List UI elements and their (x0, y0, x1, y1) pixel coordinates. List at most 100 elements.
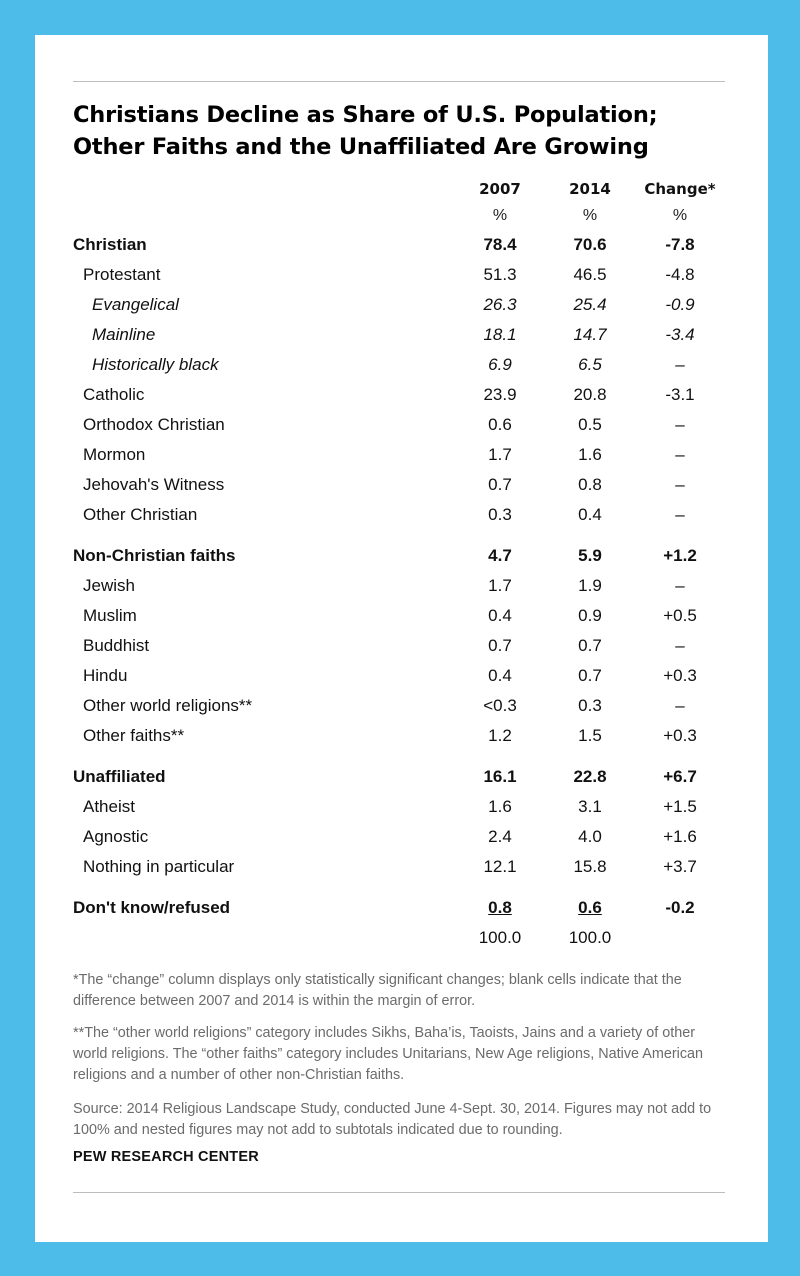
source-note: Source: 2014 Religious Landscape Study, … (73, 1101, 712, 1138)
value-change: +1.2 (663, 546, 697, 565)
value-2014: 0.7 (578, 666, 602, 685)
table-row: Orthodox Christian 0.6 0.5 – (35, 415, 768, 439)
row-label: Historically black (92, 355, 219, 374)
row-label: Other faiths** (83, 726, 185, 745)
row-label: Nothing in particular (83, 857, 235, 876)
value-2007: 100.0 (478, 928, 522, 947)
value-2007: 6.9 (488, 355, 512, 374)
table-row: Other Christian 0.3 0.4 – (35, 505, 768, 529)
value-2014: 6.5 (578, 355, 602, 374)
row-label: Christian (73, 235, 147, 254)
value-2007: 78.4 (483, 235, 517, 254)
row-label: Orthodox Christian (83, 415, 225, 434)
value-change: +0.3 (663, 666, 697, 685)
value-2014: 1.5 (578, 726, 602, 745)
value-2014: 46.5 (573, 265, 607, 284)
table-row: Muslim 0.4 0.9 +0.5 (35, 606, 768, 630)
value-2007: 18.1 (483, 325, 517, 344)
table-row: Jehovah's Witness 0.7 0.8 – (35, 475, 768, 499)
value-2014: 1.6 (578, 445, 602, 464)
table-row: Atheist 1.6 3.1 +1.5 (35, 797, 768, 821)
value-2014: 0.5 (578, 415, 602, 434)
column-header-2007: 2007 (479, 180, 521, 198)
value-2007: 0.4 (488, 606, 512, 625)
value-2014: 0.6 (578, 898, 602, 917)
value-change: – (675, 415, 685, 434)
value-2007: 1.2 (488, 726, 512, 745)
value-2007: 23.9 (483, 385, 517, 404)
table-row: Agnostic 2.4 4.0 +1.6 (35, 827, 768, 851)
footnote-change: *The “change” column displays only stati… (73, 972, 682, 1009)
row-label: Mainline (92, 325, 156, 344)
table-row: Buddhist 0.7 0.7 – (35, 636, 768, 660)
value-change: -4.8 (665, 265, 695, 284)
value-2007: 0.8 (488, 898, 512, 917)
row-label: Unaffiliated (73, 767, 166, 786)
value-change: +1.5 (663, 797, 697, 816)
row-label: Protestant (83, 265, 161, 284)
value-2014: 100.0 (568, 928, 612, 947)
value-change: – (675, 696, 685, 715)
table-row: Other faiths** 1.2 1.5 +0.3 (35, 726, 768, 750)
value-2007: 0.6 (488, 415, 512, 434)
value-change: +0.3 (663, 726, 697, 745)
value-2014: 3.1 (578, 797, 602, 816)
table-row: Other world religions** <0.3 0.3 – (35, 696, 768, 720)
table-row: Jewish 1.7 1.9 – (35, 576, 768, 600)
value-2007: 0.7 (488, 475, 512, 494)
row-label: Non-Christian faiths (73, 546, 236, 565)
value-change: – (675, 475, 685, 494)
brand-label: PEW RESEARCH CENTER (73, 1149, 259, 1165)
value-change: +1.6 (663, 827, 697, 846)
value-2007: 51.3 (483, 265, 517, 284)
table-row: Don't know/refused 0.8 0.6 -0.2 (35, 898, 768, 922)
row-label: Catholic (83, 385, 145, 404)
value-change: -7.8 (665, 235, 695, 254)
row-label: Muslim (83, 606, 137, 625)
value-change: – (675, 355, 685, 374)
value-2014: 4.0 (578, 827, 602, 846)
column-header-change: Change* (644, 180, 716, 198)
column-header-2014: 2014 (569, 180, 611, 198)
value-2014: 0.9 (578, 606, 602, 625)
value-2007: 1.7 (488, 576, 512, 595)
value-2007: 0.3 (488, 505, 512, 524)
value-change: -3.1 (665, 385, 695, 404)
value-2014: 0.8 (578, 475, 602, 494)
row-label: Hindu (83, 666, 128, 685)
value-2014: 14.7 (573, 325, 607, 344)
table-row: Historically black 6.9 6.5 – (35, 355, 768, 379)
table-row: Christian 78.4 70.6 -7.8 (35, 235, 768, 259)
value-2014: 22.8 (573, 767, 607, 786)
value-2007: 1.7 (488, 445, 512, 464)
value-2014: 15.8 (573, 857, 607, 876)
value-2014: 1.9 (578, 576, 602, 595)
row-label: Jehovah's Witness (83, 475, 225, 494)
table-row: Mainline 18.1 14.7 -3.4 (35, 325, 768, 349)
value-2014: 5.9 (578, 546, 602, 565)
unit-2014: % (582, 207, 598, 224)
value-change: +0.5 (663, 606, 697, 625)
table-row: Mormon 1.7 1.6 – (35, 445, 768, 469)
chart-title: Christians Decline as Share of U.S. Popu… (73, 102, 658, 160)
table-row: Non-Christian faiths 4.7 5.9 +1.2 (35, 546, 768, 570)
table-row: 100.0 100.0 (35, 928, 768, 952)
chart-card: Christians Decline as Share of U.S. Popu… (35, 35, 768, 1242)
table-row: Protestant 51.3 46.5 -4.8 (35, 265, 768, 289)
row-label: Mormon (83, 445, 146, 464)
table-row: Unaffiliated 16.1 22.8 +6.7 (35, 767, 768, 791)
value-2007: 0.4 (488, 666, 512, 685)
row-label: Don't know/refused (73, 898, 231, 917)
row-label: Jewish (83, 576, 135, 595)
value-2007: 2.4 (488, 827, 512, 846)
value-2007: 4.7 (488, 546, 512, 565)
table-row: Hindu 0.4 0.7 +0.3 (35, 666, 768, 690)
unit-2007: % (492, 207, 508, 224)
footnote-other: **The “other world religions” category i… (73, 1025, 704, 1083)
row-label: Evangelical (92, 295, 179, 314)
value-2014: 70.6 (573, 235, 607, 254)
value-2007: 1.6 (488, 797, 512, 816)
value-change: -0.9 (665, 295, 695, 314)
value-2007: 16.1 (483, 767, 517, 786)
value-2014: 0.7 (578, 636, 602, 655)
